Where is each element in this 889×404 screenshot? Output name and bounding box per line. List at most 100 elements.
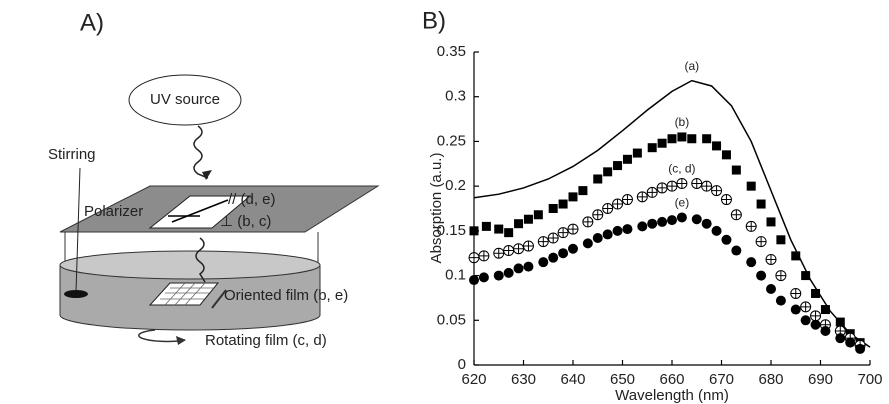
square-marker: [613, 161, 623, 171]
circle-cross-marker: [478, 250, 490, 262]
circle-marker: [612, 225, 623, 236]
x-axis-label: Wavelength (nm): [615, 387, 729, 404]
circle-cross-marker: [503, 245, 515, 256]
circle-marker: [721, 234, 732, 245]
circle-cross-marker: [537, 236, 549, 248]
x-tick-label: 660: [659, 371, 684, 388]
circle-marker: [622, 224, 633, 235]
circle-cross-marker: [720, 194, 732, 205]
circle-cross-marker: [730, 209, 742, 221]
circle-marker: [558, 248, 569, 259]
film-arrow: [211, 289, 227, 309]
circle-marker: [845, 337, 856, 348]
setup-diagram: A) UV source Polarizer // (d, e) ⊥ (b, c…: [48, 9, 380, 349]
circle-marker: [469, 275, 479, 286]
circle-cross-marker: [676, 178, 688, 189]
square-marker: [756, 199, 766, 209]
circle-marker: [657, 216, 668, 227]
circle-cross-marker: [691, 178, 703, 189]
x-tick-label: 650: [610, 371, 635, 388]
circle-cross-marker: [602, 203, 614, 214]
square-marker: [721, 150, 731, 160]
parallel-label: // (d, e): [228, 191, 276, 208]
square-marker: [603, 167, 613, 177]
x-tick-label: 700: [857, 371, 882, 388]
circle-cross-marker: [656, 182, 668, 194]
square-marker: [687, 134, 697, 144]
uv-ray: [193, 125, 209, 179]
circle-cross-marker: [513, 243, 525, 255]
circle-cross-marker: [468, 252, 480, 264]
square-marker: [776, 235, 786, 245]
circle-cross-marker: [612, 198, 624, 210]
circle-cross-marker: [547, 232, 559, 244]
circle-marker: [855, 343, 866, 354]
circle-marker: [667, 215, 677, 226]
circle-marker: [602, 229, 613, 240]
circle-marker: [746, 257, 757, 268]
x-tick-label: 690: [808, 371, 833, 388]
rotation-arrow: [138, 329, 186, 343]
square-marker: [548, 204, 558, 213]
square-marker: [835, 317, 845, 327]
square-marker: [568, 192, 578, 202]
square-marker: [731, 165, 741, 175]
y-tick-label: 0.05: [437, 311, 466, 328]
square-marker: [622, 154, 632, 164]
square-marker: [801, 271, 811, 281]
circle-marker: [691, 214, 702, 225]
circle-cross-marker: [666, 180, 678, 192]
square-marker: [647, 143, 657, 153]
circle-marker: [493, 270, 504, 281]
y-tick-label: 0.25: [437, 132, 466, 149]
circle-cross-marker: [636, 191, 648, 203]
circle-marker: [647, 218, 658, 229]
y-tick-label: 0.1: [445, 267, 466, 284]
circle-marker: [538, 257, 549, 268]
square-marker: [712, 141, 722, 151]
circle-cross-marker: [592, 209, 604, 221]
square-marker: [677, 132, 687, 142]
y-tick-label: 0.3: [445, 88, 466, 105]
circle-cross-marker: [557, 227, 569, 239]
absorption-line: [473, 79, 871, 348]
source-label: UV source: [150, 91, 220, 108]
circle-marker: [478, 272, 489, 283]
square-marker: [667, 134, 677, 144]
square-marker: [523, 214, 533, 224]
square-marker: [791, 251, 801, 261]
circle-marker: [637, 221, 648, 232]
circle-cross-marker: [493, 247, 505, 259]
circle-marker: [775, 295, 786, 306]
square-marker: [820, 305, 830, 315]
square-marker: [702, 134, 712, 144]
y-tick-label: 0.2: [445, 177, 466, 194]
container-top: [59, 250, 321, 280]
oriented-label: Oriented film (b, e): [224, 287, 348, 304]
square-marker: [766, 217, 776, 227]
axis-arrow: [171, 199, 229, 223]
circle-cross-marker: [775, 270, 787, 281]
circle-cross-marker: [701, 180, 713, 192]
circle-cross-marker: [711, 185, 723, 197]
circle-marker: [523, 261, 534, 272]
square-marker: [558, 199, 568, 209]
circle-marker: [820, 326, 831, 337]
y-axis-label: Absorption (a.u.): [428, 153, 445, 264]
stirrer: [64, 290, 88, 298]
film-grid: [160, 282, 214, 306]
y-tick-label: 0: [458, 356, 466, 373]
series-label: (e): [675, 196, 690, 210]
uv-ray: [195, 237, 206, 283]
oriented-film: [148, 282, 220, 306]
square-marker: [632, 148, 642, 158]
y-tick-label: 0.15: [437, 222, 466, 239]
square-marker: [593, 174, 603, 184]
circle-cross-marker: [765, 254, 777, 265]
circle-marker: [503, 267, 514, 278]
square-marker: [481, 221, 491, 231]
square-marker: [578, 186, 588, 196]
square-marker: [746, 181, 756, 191]
x-tick-label: 670: [709, 371, 734, 388]
